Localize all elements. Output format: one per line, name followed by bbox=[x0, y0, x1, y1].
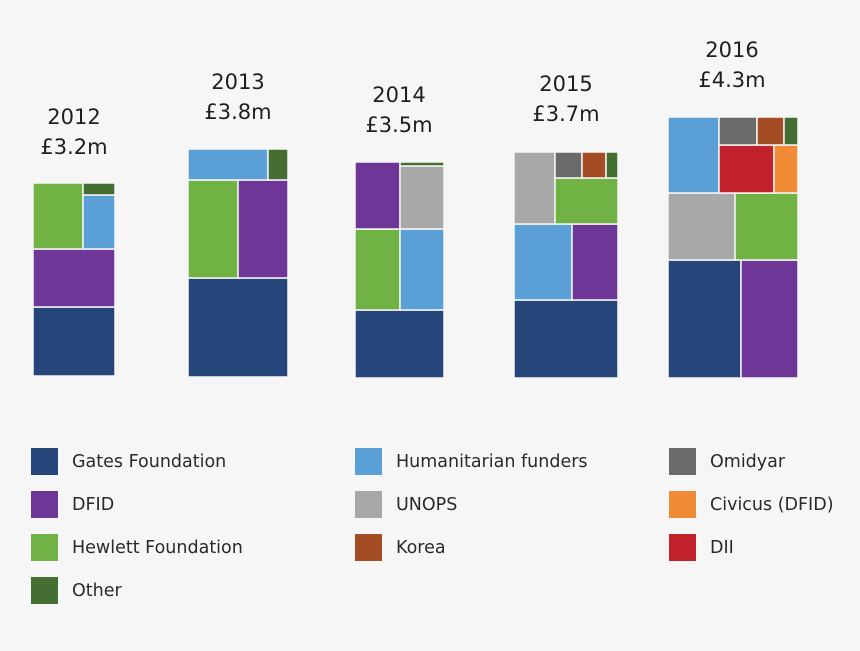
tile-2014-hewlett bbox=[354, 228, 401, 311]
column-total-label-2016: £4.3m bbox=[698, 68, 765, 92]
tile-2015-other bbox=[605, 151, 619, 179]
tile-2016-humanitarian bbox=[667, 116, 720, 194]
tile-2015-gates bbox=[513, 299, 619, 379]
tile-2013-other bbox=[267, 148, 289, 181]
tile-2013-humanitarian bbox=[187, 148, 269, 181]
tile-2012-humanitarian bbox=[82, 194, 116, 250]
tile-2015-hewlett bbox=[554, 177, 619, 225]
column-year-label-2016: 2016 bbox=[705, 38, 758, 62]
column-total-label-2014: £3.5m bbox=[365, 113, 432, 137]
tile-2016-korea bbox=[756, 116, 785, 146]
tile-2016-other bbox=[783, 116, 799, 146]
tile-2015-humanitarian bbox=[513, 223, 573, 301]
column-year-label-2014: 2014 bbox=[372, 83, 425, 107]
tile-2016-omidyar bbox=[718, 116, 758, 146]
tile-2015-omidyar bbox=[554, 151, 583, 179]
tile-2012-hewlett bbox=[32, 182, 84, 250]
tile-2016-dii bbox=[718, 144, 775, 194]
tile-2014-humanitarian bbox=[399, 228, 445, 311]
tile-2015-unops bbox=[513, 151, 556, 225]
tile-2013-hewlett bbox=[187, 179, 239, 279]
column-total-label-2015: £3.7m bbox=[532, 102, 599, 126]
tile-2012-dfid bbox=[32, 248, 116, 308]
tile-2014-gates bbox=[354, 309, 445, 379]
tile-2013-gates bbox=[187, 277, 289, 378]
column-total-label-2013: £3.8m bbox=[204, 100, 271, 124]
tile-2014-other bbox=[399, 161, 445, 167]
tile-2016-unops bbox=[667, 192, 736, 261]
tile-2015-korea bbox=[581, 151, 607, 179]
tile-2013-dfid bbox=[237, 179, 289, 279]
column-year-label-2012: 2012 bbox=[47, 105, 100, 129]
tile-2014-unops bbox=[399, 165, 445, 230]
tile-2016-hewlett bbox=[734, 192, 799, 261]
tile-2016-dfid bbox=[740, 259, 799, 379]
tile-2012-gates bbox=[32, 306, 116, 377]
tile-2014-dfid bbox=[354, 161, 401, 230]
tile-2016-civicus bbox=[773, 144, 799, 194]
column-year-label-2013: 2013 bbox=[211, 70, 264, 94]
column-total-label-2012: £3.2m bbox=[40, 135, 107, 159]
column-year-label-2015: 2015 bbox=[539, 72, 592, 96]
tile-2016-gates bbox=[667, 259, 742, 379]
tile-2015-dfid bbox=[571, 223, 619, 301]
tile-2012-other bbox=[82, 182, 116, 196]
